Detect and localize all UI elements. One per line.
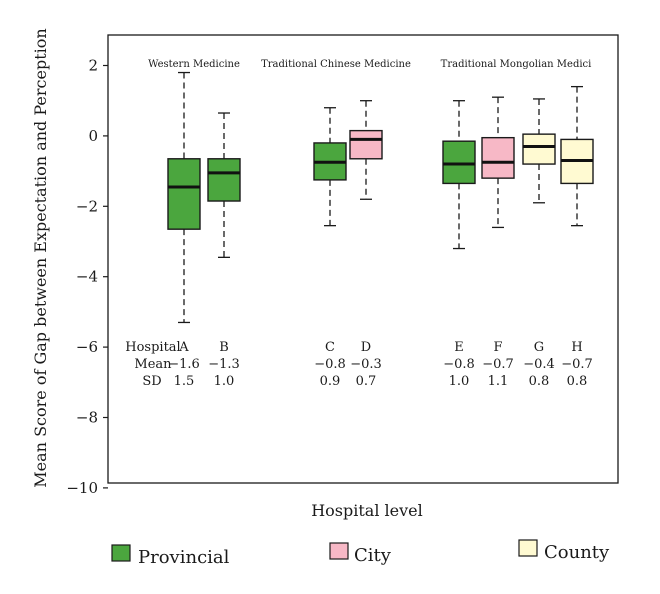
y-axis-title: Mean Score of Gap between Expectation an… — [31, 28, 50, 487]
iqr-box — [522, 133, 556, 165]
stats-mean: −0.7 — [482, 357, 514, 372]
legend-label: County — [544, 542, 610, 563]
stats-hospital: E — [454, 340, 464, 355]
stats-hospital: H — [571, 340, 582, 355]
stats-mean: −1.6 — [168, 357, 200, 372]
group-title: Traditional Mongolian Medici — [441, 59, 592, 70]
box-B — [207, 112, 241, 258]
box-F — [481, 96, 515, 229]
box-D — [349, 100, 383, 200]
iqr-box — [481, 136, 515, 179]
legend-label: Provincial — [138, 547, 230, 568]
stats-sd: 0.9 — [320, 374, 341, 389]
box-H — [560, 85, 594, 227]
y-tick-label: −8 — [76, 409, 98, 427]
stats-hospital: F — [493, 340, 502, 355]
iqr-box — [207, 158, 241, 202]
y-tick-label: −6 — [76, 338, 98, 356]
y-tick-label: −2 — [76, 197, 98, 215]
y-axis: 2 0 −2 −4 −6 −8 −10 — [66, 57, 108, 497]
stats-sd: 1.5 — [174, 374, 195, 389]
y-tick-label: −4 — [76, 268, 98, 286]
stats-mean: −1.3 — [208, 357, 240, 372]
y-tick-label: 2 — [88, 57, 98, 75]
legend-swatch — [111, 544, 131, 562]
stats-hospital: B — [219, 340, 229, 355]
legend-item: Provincial — [111, 544, 230, 568]
plot-frame — [107, 34, 619, 484]
stats-hospital: G — [534, 340, 544, 355]
box-C — [313, 107, 347, 227]
stats-row-label: Hospital — [125, 340, 180, 355]
box-E — [442, 100, 476, 250]
stats-mean: −0.8 — [443, 357, 475, 372]
box-G — [522, 98, 556, 204]
stats-hospital: A — [178, 340, 189, 355]
stats-row-label: SD — [142, 374, 161, 389]
stats-sd: 1.1 — [488, 374, 509, 389]
legend-item: County — [518, 539, 610, 563]
stats-row-label: Mean — [134, 357, 172, 372]
group-title: Western Medicine — [148, 59, 240, 70]
y-tick-label: −10 — [66, 479, 98, 497]
iqr-box — [167, 158, 201, 230]
stats-hospital: C — [325, 340, 335, 355]
stats-sd: 1.0 — [214, 374, 235, 389]
legend-label: City — [354, 545, 392, 566]
stats-table: HospitalMeanSDA−1.61.5B−1.31.0C−0.80.9D−… — [125, 340, 593, 389]
legend-item: City — [329, 542, 392, 566]
x-axis-title: Hospital level — [311, 501, 423, 520]
iqr-box — [442, 140, 476, 185]
stats-mean: −0.7 — [561, 357, 593, 372]
stats-hospital: D — [361, 340, 371, 355]
stats-mean: −0.8 — [314, 357, 346, 372]
legend-swatch — [518, 539, 538, 557]
box-series — [167, 71, 594, 324]
stats-sd: 0.8 — [529, 374, 550, 389]
stats-mean: −0.4 — [523, 357, 555, 372]
stats-sd: 0.7 — [356, 374, 377, 389]
group-title: Traditional Chinese Medicine — [261, 59, 411, 70]
legend-swatch — [329, 542, 349, 560]
iqr-box — [349, 129, 383, 160]
stats-mean: −0.3 — [350, 357, 382, 372]
box-A — [167, 71, 201, 324]
stats-sd: 1.0 — [449, 374, 470, 389]
stats-sd: 0.8 — [567, 374, 588, 389]
y-tick-label: 0 — [88, 127, 98, 145]
legend: Provincial City County — [111, 539, 610, 568]
group-titles: Western Medicine Traditional Chinese Medi… — [148, 59, 591, 70]
